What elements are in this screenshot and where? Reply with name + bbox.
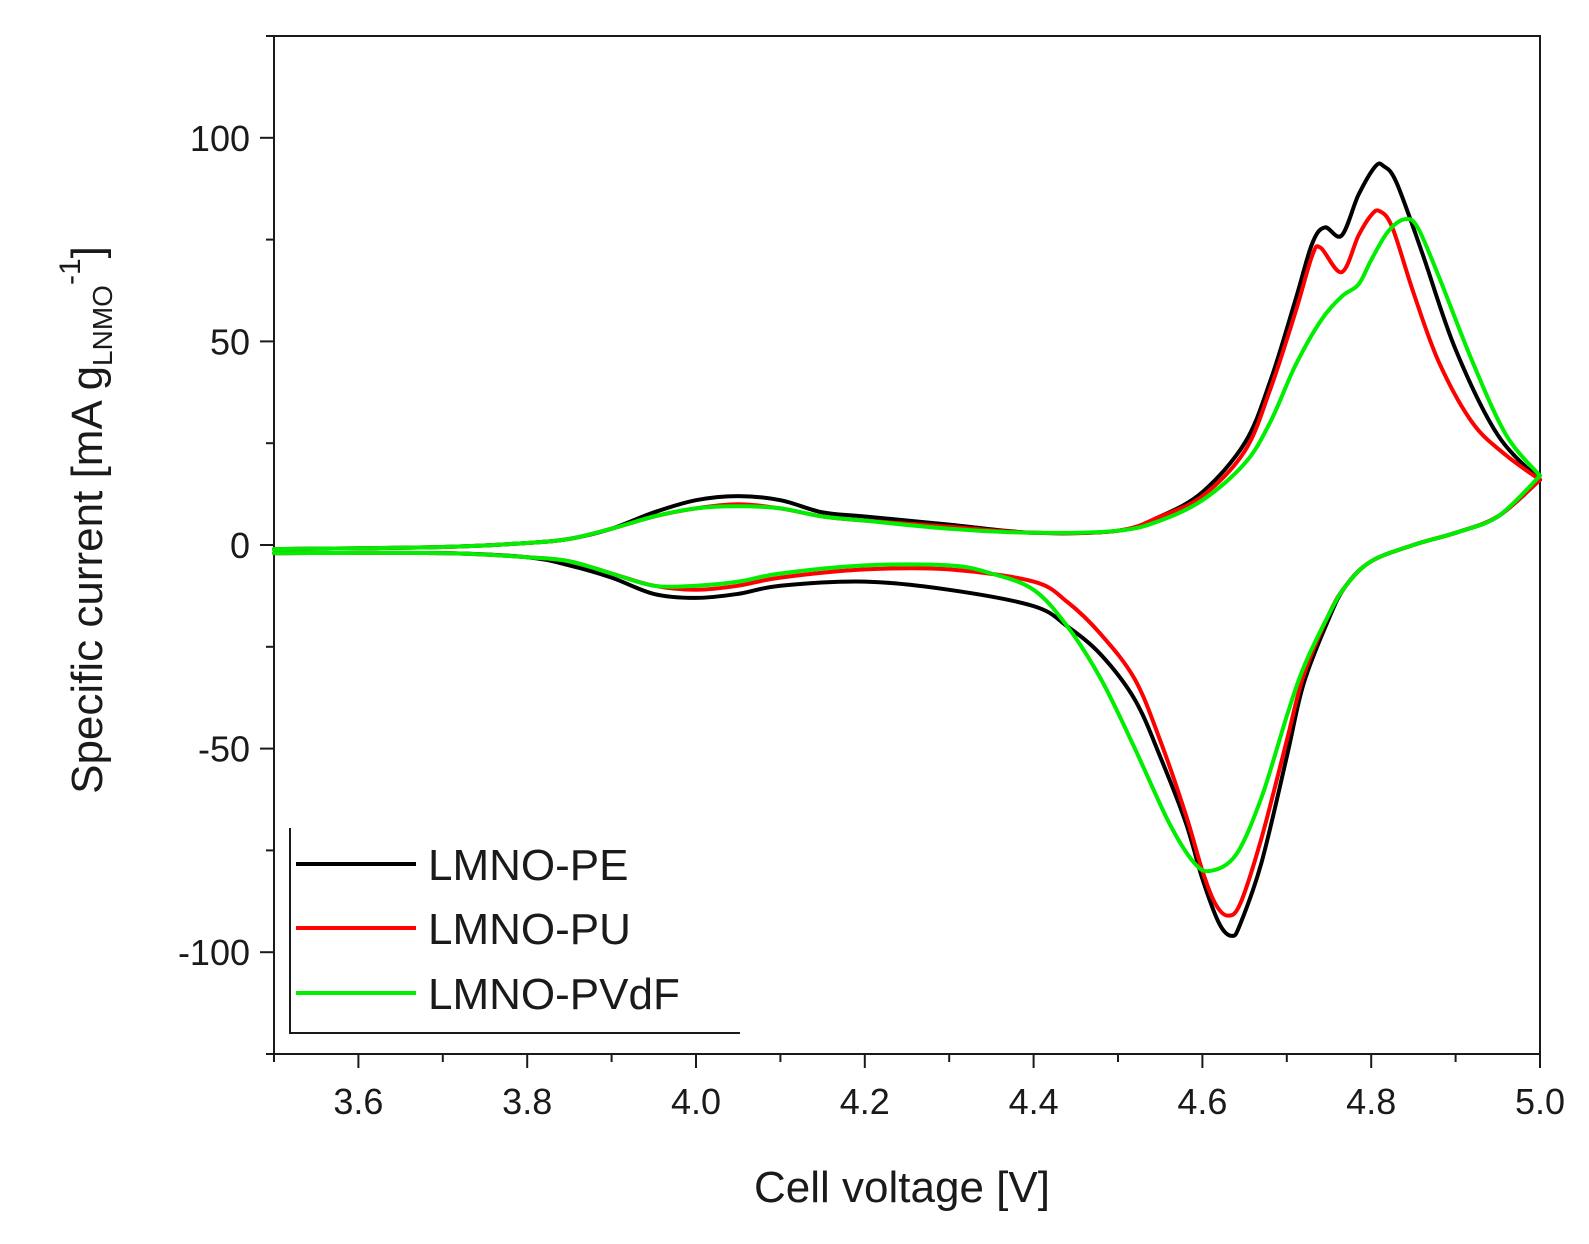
x-tick-label: 4.2 xyxy=(840,1081,890,1122)
x-tick-label: 3.8 xyxy=(502,1081,552,1122)
legend-frame xyxy=(289,828,740,1034)
series-layer xyxy=(272,161,1542,938)
series-line-lmno-pvdf-cathodic xyxy=(272,473,1542,874)
legend: LMNO-PE LMNO-PU LMNO-PVdF xyxy=(289,828,740,1034)
y-axis-title-end: ] xyxy=(63,246,112,258)
y-tick-label: -100 xyxy=(178,932,250,973)
x-tick-label: 4.4 xyxy=(1009,1081,1059,1122)
x-tick-label: 4.8 xyxy=(1346,1081,1396,1122)
y-axis-title: Specific current [mA gLNMO-1] xyxy=(54,246,118,794)
x-axis: 3.6 3.8 4.0 4.2 4.4 4.6 4.8 5.0 xyxy=(273,1054,1565,1122)
y-axis: -100 -50 0 50 100 xyxy=(178,35,274,1055)
series-line-lmno-pu-anodic xyxy=(272,208,1542,552)
y-axis-title-sub: LNMO xyxy=(87,285,118,366)
legend-label-lmno-pvdf: LMNO-PVdF xyxy=(428,970,680,1019)
series-line-lmno-pe-anodic xyxy=(272,161,1542,552)
y-axis-title-main: Specific current [mA g xyxy=(63,366,112,794)
legend-label-lmno-pu: LMNO-PU xyxy=(428,905,631,954)
x-tick-label: 4.6 xyxy=(1177,1081,1227,1122)
y-tick-label: 100 xyxy=(190,118,250,159)
x-tick-label: 5.0 xyxy=(1515,1081,1565,1122)
x-tick-label: 4.0 xyxy=(671,1081,721,1122)
y-axis-title-sup: -1 xyxy=(54,258,87,285)
x-tick-label: 3.6 xyxy=(333,1081,383,1122)
legend-label-lmno-pe: LMNO-PE xyxy=(428,841,628,890)
series-line-lmno-pvdf-anodic xyxy=(272,216,1542,552)
y-tick-label: 0 xyxy=(230,525,250,566)
y-tick-label: 50 xyxy=(210,321,250,362)
y-tick-label: -50 xyxy=(198,729,250,770)
x-axis-title: Cell voltage [V] xyxy=(754,1163,1050,1212)
